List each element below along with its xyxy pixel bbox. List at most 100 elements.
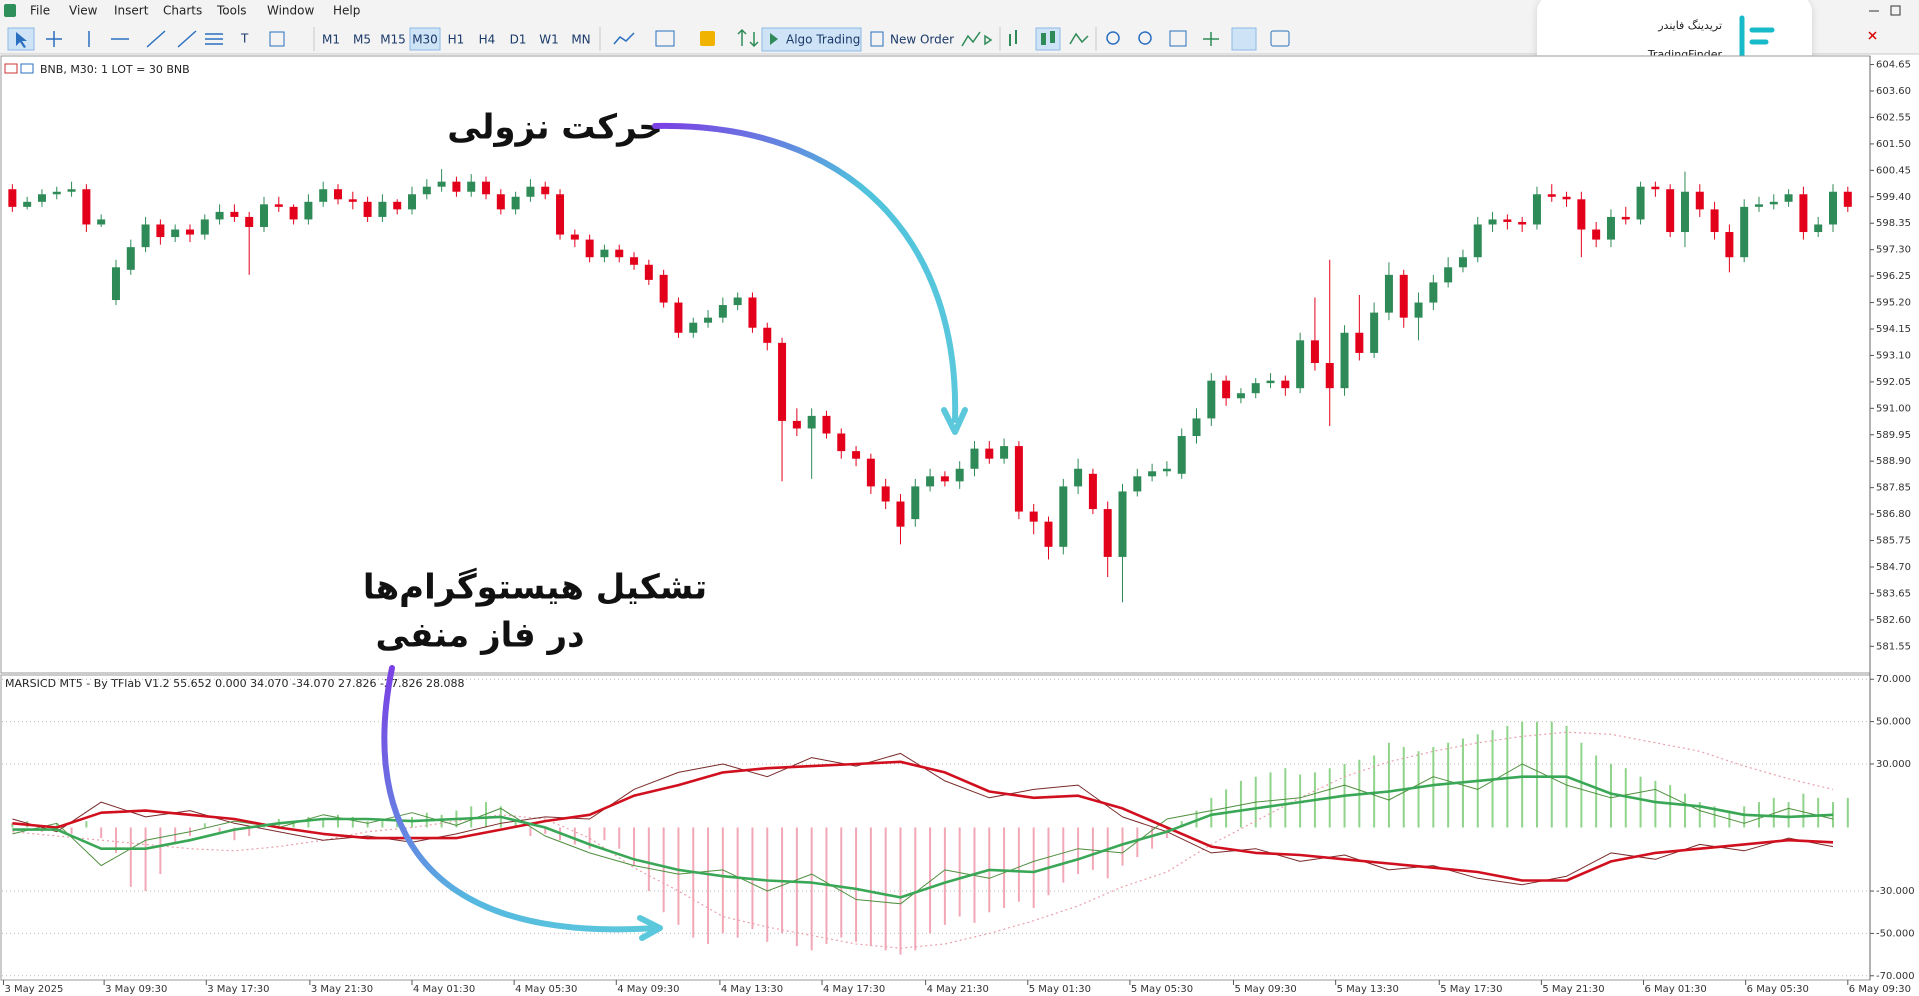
restore-button[interactable] bbox=[1890, 5, 1901, 16]
candle-body bbox=[52, 191, 61, 195]
x-tick-label: 3 May 17:30 bbox=[207, 984, 269, 995]
candle-body bbox=[259, 204, 268, 227]
candle-body bbox=[1710, 209, 1719, 233]
candle-body bbox=[289, 206, 298, 220]
x-tick-label: 6 May 01:30 bbox=[1645, 984, 1707, 995]
timeframe-button[interactable]: D1 bbox=[510, 33, 527, 47]
y-tick-label: 50.000 bbox=[1876, 717, 1911, 728]
candle-body bbox=[940, 476, 949, 482]
candle-body bbox=[1725, 232, 1734, 258]
arrow-head bbox=[637, 915, 663, 941]
annotation: در فاز منفی bbox=[375, 616, 584, 656]
candle-body bbox=[126, 247, 135, 270]
shapes-tool[interactable] bbox=[269, 31, 285, 47]
candle-body bbox=[585, 239, 594, 258]
menu-bar bbox=[0, 0, 1919, 22]
pane-title: BNB, M30: 1 LOT = 30 BNB bbox=[40, 63, 190, 76]
candle-body bbox=[393, 201, 402, 210]
candle-body bbox=[185, 229, 194, 235]
candle-body bbox=[985, 448, 994, 459]
menu-item[interactable]: View bbox=[69, 4, 98, 18]
logo-persian: تریدینگ فایندر bbox=[1657, 19, 1722, 32]
signals-icon[interactable] bbox=[961, 31, 993, 47]
indicator-line bbox=[12, 775, 1834, 899]
candles-button[interactable] bbox=[1035, 27, 1061, 51]
candle-body bbox=[452, 181, 461, 192]
timeframe-button[interactable]: MN bbox=[571, 33, 590, 47]
timeframe-button[interactable]: M15 bbox=[380, 33, 406, 47]
candle-body bbox=[748, 297, 757, 328]
candle-body bbox=[230, 211, 239, 217]
tile-icon[interactable] bbox=[1169, 30, 1187, 47]
candle-body bbox=[1207, 380, 1216, 419]
chart-shift-button[interactable] bbox=[1231, 27, 1257, 51]
cursor-icon bbox=[16, 32, 27, 48]
x-tick-label: 5 May 05:30 bbox=[1131, 984, 1193, 995]
candle-body bbox=[8, 189, 17, 207]
timeframe-button[interactable]: M5 bbox=[353, 33, 371, 47]
y-tick-label: 600.45 bbox=[1876, 165, 1911, 176]
market-icon[interactable] bbox=[700, 31, 715, 46]
candle-body bbox=[171, 229, 180, 238]
zoom-out-icon[interactable] bbox=[1138, 31, 1152, 45]
candle-body bbox=[1074, 468, 1083, 487]
candle-body bbox=[1222, 380, 1231, 399]
candle-body bbox=[348, 199, 357, 202]
x-tick-label: 5 May 17:30 bbox=[1440, 984, 1502, 995]
candle-body bbox=[600, 249, 609, 258]
drawing-tools[interactable] bbox=[88, 30, 223, 48]
candle-body bbox=[1666, 189, 1675, 233]
x-tick-label: 6 May 09:30 bbox=[1849, 984, 1911, 995]
x-tick-label: 4 May 17:30 bbox=[823, 984, 885, 995]
menu-item[interactable]: Charts bbox=[163, 4, 202, 18]
y-tick-label: 592.05 bbox=[1876, 377, 1911, 388]
candle-body bbox=[1458, 257, 1467, 268]
autoscroll-icon[interactable] bbox=[1203, 32, 1219, 46]
candle-body bbox=[1592, 229, 1601, 240]
candle-body bbox=[1547, 194, 1556, 197]
candle-body bbox=[570, 234, 579, 240]
new-order-icon[interactable] bbox=[870, 31, 884, 47]
timeframe-button[interactable]: W1 bbox=[539, 33, 559, 47]
timeframe-button[interactable]: M1 bbox=[322, 33, 340, 47]
candle-body bbox=[511, 196, 520, 210]
crosshair-icon[interactable] bbox=[46, 31, 62, 47]
menu-item[interactable]: Help bbox=[333, 4, 360, 18]
candle-body bbox=[674, 302, 683, 333]
x-tick-label: 3 May 21:30 bbox=[311, 984, 373, 995]
y-tick-label: -70.000 bbox=[1876, 971, 1915, 982]
menu-item[interactable]: File bbox=[30, 4, 50, 18]
candle-body bbox=[1118, 491, 1127, 557]
indicator-line bbox=[12, 731, 1834, 949]
candle-body bbox=[955, 468, 964, 482]
new-order-label[interactable]: New Order bbox=[890, 33, 954, 47]
timeframe-button[interactable]: H4 bbox=[479, 33, 496, 47]
candle-body bbox=[541, 186, 550, 195]
menu-item[interactable]: Insert bbox=[114, 4, 149, 18]
chart-type-icon[interactable] bbox=[613, 32, 635, 45]
timeframe-button[interactable]: H1 bbox=[448, 33, 465, 47]
y-tick-label: 585.75 bbox=[1876, 536, 1911, 547]
timeframe-button[interactable]: M30 bbox=[412, 33, 438, 47]
candle-body bbox=[1606, 216, 1615, 240]
candle-body bbox=[926, 476, 935, 487]
candle-body bbox=[1296, 340, 1305, 389]
algo-trading-button[interactable] bbox=[761, 27, 862, 52]
menu-item[interactable]: Tools bbox=[216, 4, 247, 18]
candle-body bbox=[1059, 486, 1068, 547]
template-icon[interactable] bbox=[655, 30, 675, 47]
text-tool[interactable]: T bbox=[240, 32, 249, 46]
algo-trading-label[interactable]: Algo Trading bbox=[786, 33, 860, 47]
candle-body bbox=[630, 257, 639, 265]
close-button[interactable] bbox=[1868, 31, 1877, 40]
menu-item[interactable]: Window bbox=[267, 4, 315, 18]
y-tick-label: 70.000 bbox=[1876, 674, 1911, 685]
trade-icon[interactable] bbox=[737, 28, 759, 48]
line-chart-icon[interactable] bbox=[1069, 32, 1089, 45]
bars-icon[interactable] bbox=[1009, 30, 1017, 46]
candle-body bbox=[807, 415, 816, 429]
screenshot-icon[interactable] bbox=[1270, 30, 1290, 47]
zoom-in-icon[interactable] bbox=[1106, 31, 1120, 45]
y-tick-label: 598.35 bbox=[1876, 218, 1911, 229]
